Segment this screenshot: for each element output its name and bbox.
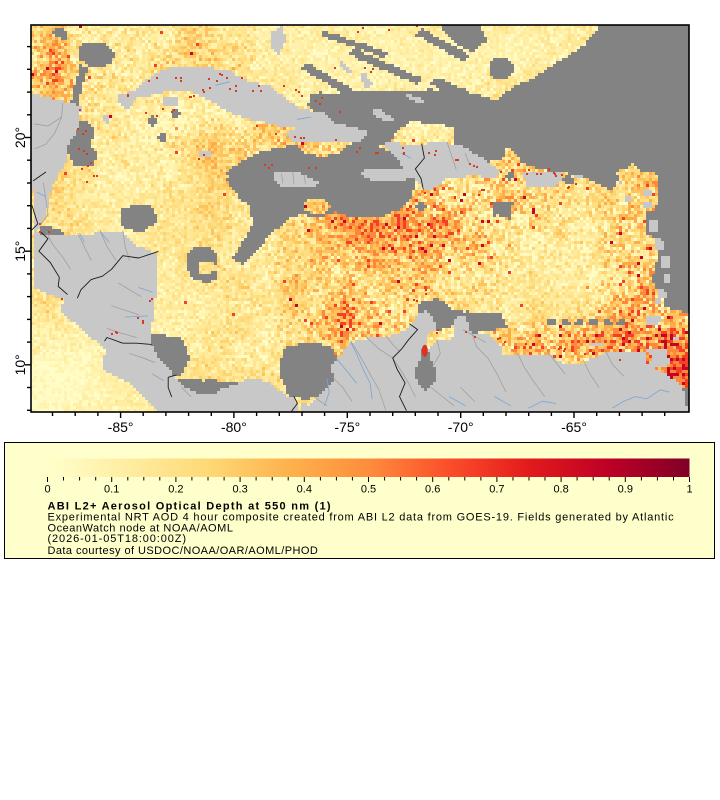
svg-text:(2026-01-05T18:00:00Z): (2026-01-05T18:00:00Z) xyxy=(48,533,187,545)
svg-text:-80°: -80° xyxy=(221,419,247,435)
svg-text:0: 0 xyxy=(44,484,50,496)
svg-text:0.2: 0.2 xyxy=(168,484,183,496)
svg-text:-75°: -75° xyxy=(334,419,360,435)
svg-text:0.4: 0.4 xyxy=(297,484,312,496)
svg-text:0.1: 0.1 xyxy=(104,484,119,496)
svg-text:-70°: -70° xyxy=(448,419,474,435)
svg-text:10°: 10° xyxy=(12,354,28,375)
svg-text:0.7: 0.7 xyxy=(489,484,504,496)
svg-text:1: 1 xyxy=(686,484,692,496)
svg-text:0.5: 0.5 xyxy=(361,484,376,496)
svg-text:0.6: 0.6 xyxy=(425,484,440,496)
svg-text:Data courtesy of USDOC/NOAA/OA: Data courtesy of USDOC/NOAA/OAR/AOML/PHO… xyxy=(48,545,319,557)
svg-text:0.9: 0.9 xyxy=(618,484,633,496)
svg-text:0.3: 0.3 xyxy=(232,484,247,496)
svg-text:Experimental NRT AOD 4 hour co: Experimental NRT AOD 4 hour composite cr… xyxy=(48,512,675,524)
svg-text:-65°: -65° xyxy=(561,419,587,435)
svg-text:0.8: 0.8 xyxy=(553,484,568,496)
svg-text:OceanWatch node at NOAA/AOML: OceanWatch node at NOAA/AOML xyxy=(48,523,234,535)
svg-text:-85°: -85° xyxy=(108,419,134,435)
svg-text:15°: 15° xyxy=(12,241,28,262)
svg-text:ABI L2+ Aerosol Optical Depth: ABI L2+ Aerosol Optical Depth at 550 nm … xyxy=(48,501,332,513)
svg-text:20°: 20° xyxy=(12,127,28,148)
